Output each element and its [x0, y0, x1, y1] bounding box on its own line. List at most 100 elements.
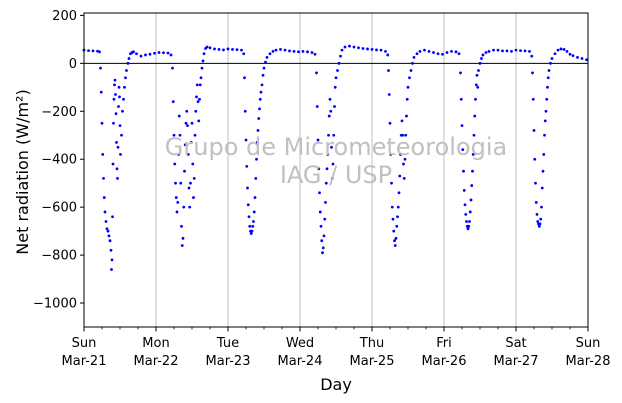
data-point	[476, 85, 480, 89]
data-point	[328, 97, 332, 101]
data-point	[127, 57, 131, 60]
data-point	[259, 90, 263, 94]
data-point	[91, 49, 95, 53]
data-point	[103, 210, 107, 214]
data-point	[316, 138, 320, 142]
data-point	[475, 73, 479, 77]
data-point	[537, 224, 541, 228]
x-tick-day-label: Tue	[216, 336, 239, 351]
data-point	[181, 236, 185, 240]
data-point	[387, 69, 390, 72]
data-point	[531, 97, 535, 101]
data-point	[244, 138, 248, 142]
data-point	[531, 71, 534, 75]
x-tick-day-label: Sun	[576, 336, 601, 351]
data-point	[406, 85, 410, 89]
data-point	[199, 76, 203, 80]
data-point	[195, 83, 199, 87]
data-point	[102, 196, 106, 199]
data-point	[559, 47, 563, 51]
data-point	[184, 121, 188, 125]
y-axis-title: Net radiation (W/m²)	[13, 89, 32, 254]
data-point	[568, 52, 572, 56]
data-point	[547, 69, 551, 72]
data-point	[397, 191, 401, 195]
data-point	[465, 220, 468, 223]
data-point	[301, 49, 305, 53]
data-point	[279, 48, 282, 51]
data-point	[538, 222, 542, 226]
data-point	[124, 76, 127, 80]
data-point	[196, 100, 200, 104]
data-point	[246, 186, 249, 190]
data-point	[468, 210, 472, 214]
data-point	[198, 97, 201, 101]
data-point	[334, 76, 338, 80]
data-point	[348, 44, 351, 48]
data-point	[101, 153, 105, 156]
data-point	[469, 198, 473, 202]
data-point	[463, 203, 467, 207]
data-point	[519, 49, 522, 53]
data-point	[477, 69, 480, 72]
data-point	[340, 48, 344, 52]
data-point	[87, 49, 90, 53]
data-point	[195, 95, 198, 99]
data-point	[357, 46, 360, 50]
data-point	[386, 53, 390, 57]
data-point	[265, 55, 269, 59]
data-point	[543, 119, 547, 123]
data-point	[109, 248, 113, 252]
data-point	[556, 48, 560, 52]
data-point	[243, 76, 246, 80]
data-point	[323, 217, 327, 221]
data-point	[292, 49, 296, 53]
data-point	[432, 51, 435, 54]
data-point	[321, 246, 325, 250]
data-point	[330, 176, 334, 180]
data-point	[321, 251, 324, 255]
data-point	[313, 52, 317, 56]
y-axis-ticks: −1000 −800 −600 −400 −200 0 200	[33, 9, 84, 312]
data-point	[132, 50, 135, 54]
data-point	[111, 215, 114, 219]
data-point	[329, 109, 333, 113]
data-point	[213, 47, 216, 51]
data-point	[412, 55, 416, 59]
data-point	[471, 153, 475, 156]
data-point	[324, 181, 328, 185]
data-point	[514, 48, 518, 52]
data-point	[333, 105, 336, 108]
data-point	[171, 100, 175, 104]
data-point	[401, 133, 405, 137]
data-point	[245, 165, 249, 168]
data-point	[173, 162, 177, 166]
data-point	[474, 97, 477, 101]
data-point	[405, 114, 408, 118]
data-point	[310, 51, 314, 54]
data-point	[115, 141, 118, 144]
x-tick-date-label: Mar-22	[134, 354, 179, 369]
data-point	[257, 117, 261, 120]
data-point	[501, 49, 504, 53]
data-point	[565, 49, 569, 53]
data-point	[205, 45, 209, 49]
x-tick-day-label: Mon	[142, 336, 169, 351]
data-point	[454, 50, 458, 54]
data-point	[271, 49, 275, 53]
data-point	[172, 133, 176, 137]
data-point	[119, 153, 122, 156]
data-point	[393, 244, 397, 247]
data-point	[240, 48, 243, 52]
data-point	[177, 114, 181, 118]
data-point	[157, 51, 161, 54]
data-point	[445, 51, 449, 54]
data-point	[459, 71, 462, 75]
data-point	[179, 181, 183, 185]
x-axis-title: Day	[320, 375, 352, 394]
data-point	[122, 97, 125, 101]
data-point	[540, 205, 543, 209]
data-point	[249, 232, 253, 235]
data-point	[492, 48, 495, 52]
